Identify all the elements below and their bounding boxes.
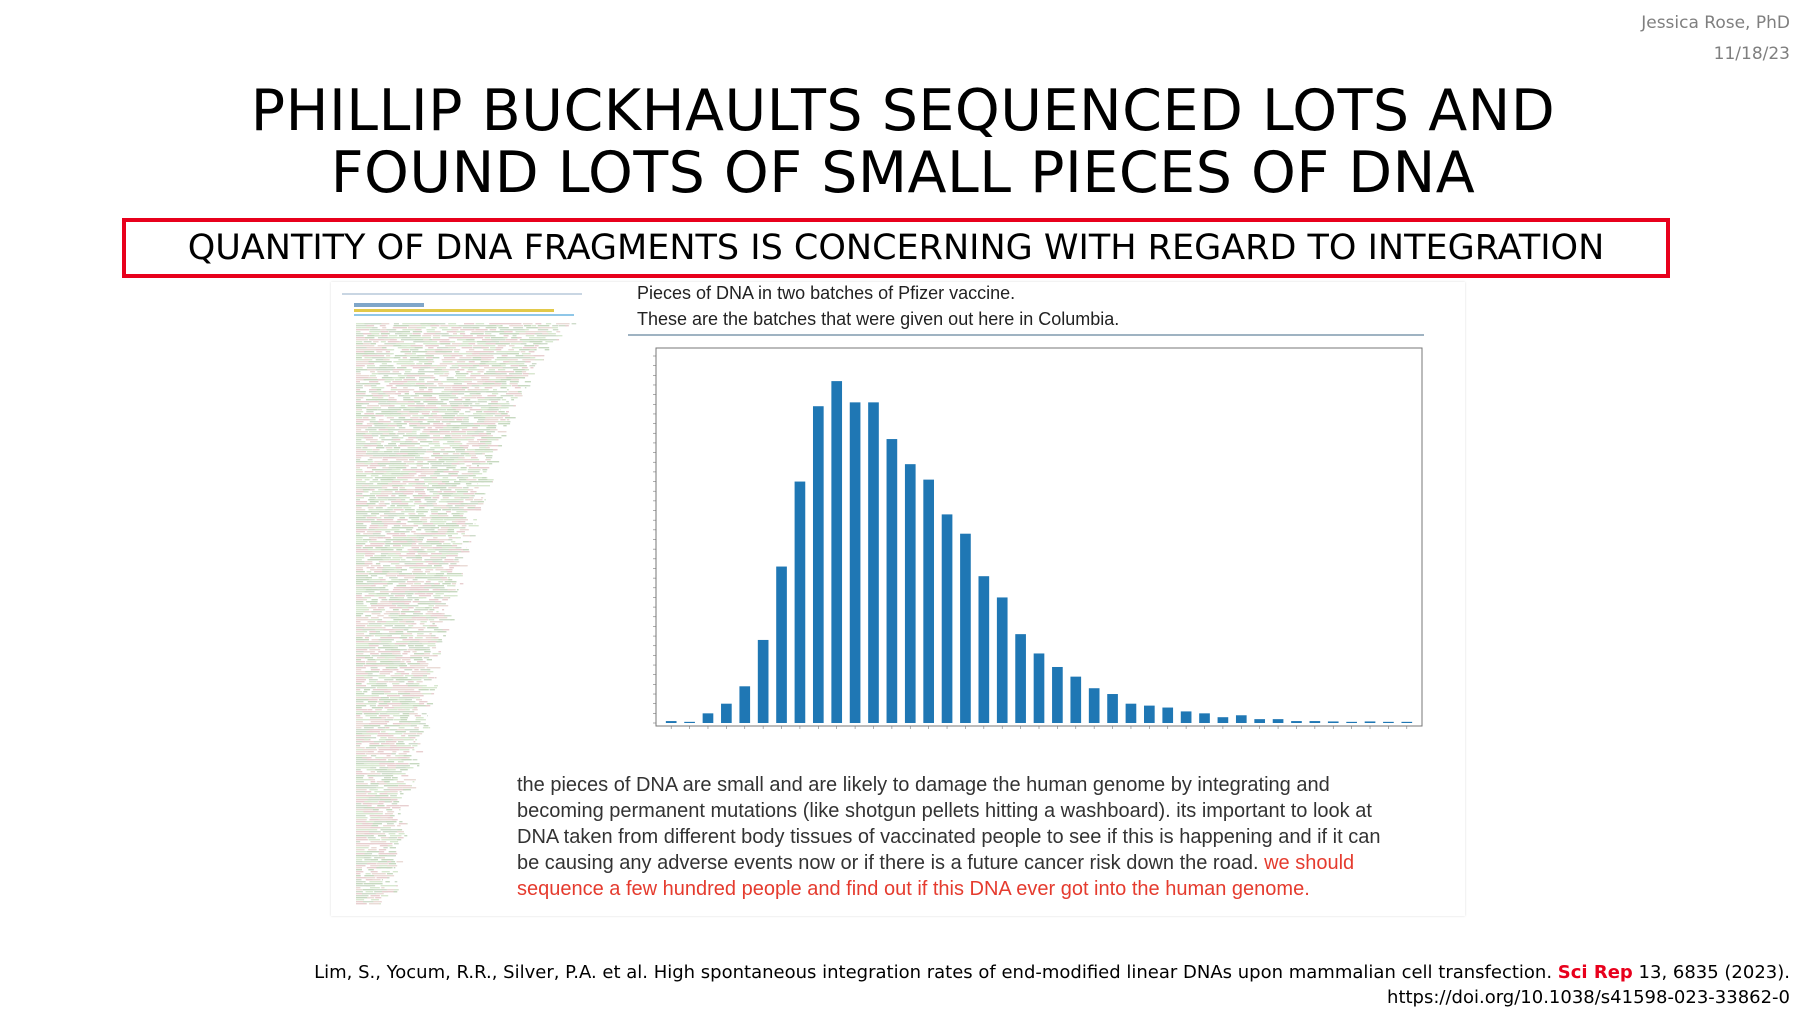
commentary-line-3: DNA taken from different body tissues of… [517, 826, 1381, 848]
bar [1364, 721, 1376, 723]
bar [868, 402, 879, 723]
commentary-line-1: the pieces of DNA are small and are like… [517, 774, 1330, 796]
bar [1088, 688, 1100, 723]
author-block: Jessica Rose, PhD 11/18/23 [1641, 8, 1790, 70]
caption-line-1: Pieces of DNA in two batches of Pfizer v… [637, 283, 1016, 303]
commentary-line-4-plain: be causing any adverse events now or if … [517, 852, 1265, 874]
reference-line-1: Lim, S., Yocum, R.R., Silver, P.A. et al… [314, 960, 1790, 985]
commentary-line-4-red: we should [1264, 852, 1355, 874]
bar [1180, 711, 1192, 723]
bar [1235, 715, 1247, 723]
fragment-length-chart [653, 347, 1423, 729]
bar [1033, 653, 1045, 723]
bar [1346, 721, 1357, 723]
bar [1217, 717, 1229, 723]
bar [1052, 666, 1063, 723]
bar [996, 597, 1008, 723]
bar [812, 406, 824, 723]
bar [1254, 719, 1266, 723]
author-date: 11/18/23 [1713, 44, 1790, 64]
commentary-text: the pieces of DNA are small and are like… [517, 772, 1457, 902]
bar [684, 721, 695, 723]
caption-line-2: These are the batches that were given ou… [637, 309, 1120, 329]
author-name: Jessica Rose, PhD [1641, 13, 1790, 33]
bar [831, 381, 843, 723]
highlight-banner: QUANTITY OF DNA FRAGMENTS IS CONCERNING … [122, 218, 1670, 278]
bar [978, 576, 990, 723]
bar [1291, 721, 1302, 723]
chart-caption: Pieces of DNA in two batches of Pfizer v… [637, 280, 1119, 332]
bar [1309, 721, 1321, 723]
bar [1383, 721, 1394, 723]
bar [1327, 721, 1339, 723]
commentary-line-2: becoming permanent mutations (like shotg… [517, 800, 1372, 822]
slide-title: PHILLIP BUCKHAULTS SEQUENCED LOTS AND FO… [0, 80, 1806, 204]
bar [1162, 707, 1174, 723]
reference-journal: Sci Rep [1557, 962, 1633, 983]
reference-authors: Lim, S., Yocum, R.R., Silver, P.A. et al… [314, 962, 1558, 983]
bar [1144, 705, 1155, 723]
bar [904, 464, 916, 723]
reference-citation: Lim, S., Yocum, R.R., Silver, P.A. et al… [314, 960, 1790, 1010]
bar [1199, 713, 1210, 723]
bar [960, 533, 971, 723]
bar [665, 721, 677, 723]
bar [1272, 719, 1284, 723]
bar [923, 479, 934, 723]
bar [702, 713, 714, 723]
caption-divider [628, 334, 1424, 336]
bar [941, 514, 953, 723]
bar [739, 686, 751, 723]
bar [1401, 721, 1413, 723]
title-line-2: FOUND LOTS OF SMALL PIECES OF DNA [330, 140, 1476, 206]
bar [849, 402, 861, 723]
bar [794, 481, 806, 723]
bar [1015, 634, 1026, 723]
bar [721, 703, 732, 723]
banner-text: QUANTITY OF DNA FRAGMENTS IS CONCERNING … [187, 228, 1605, 268]
commentary-line-4: be causing any adverse events now or if … [517, 850, 1457, 876]
reference-volume: 13, 6835 (2023). [1632, 962, 1790, 983]
bar [776, 566, 787, 723]
bar [757, 639, 769, 723]
bar [1125, 703, 1137, 723]
commentary-line-5: sequence a few hundred people and find o… [517, 878, 1310, 900]
genome-browser-image [334, 285, 586, 915]
bar [886, 439, 898, 723]
bar [1107, 694, 1118, 723]
bar [1070, 676, 1082, 723]
reference-doi-link[interactable]: https://doi.org/10.1038/s41598-023-33862… [1387, 987, 1790, 1008]
title-line-1: PHILLIP BUCKHAULTS SEQUENCED LOTS AND [250, 78, 1556, 144]
